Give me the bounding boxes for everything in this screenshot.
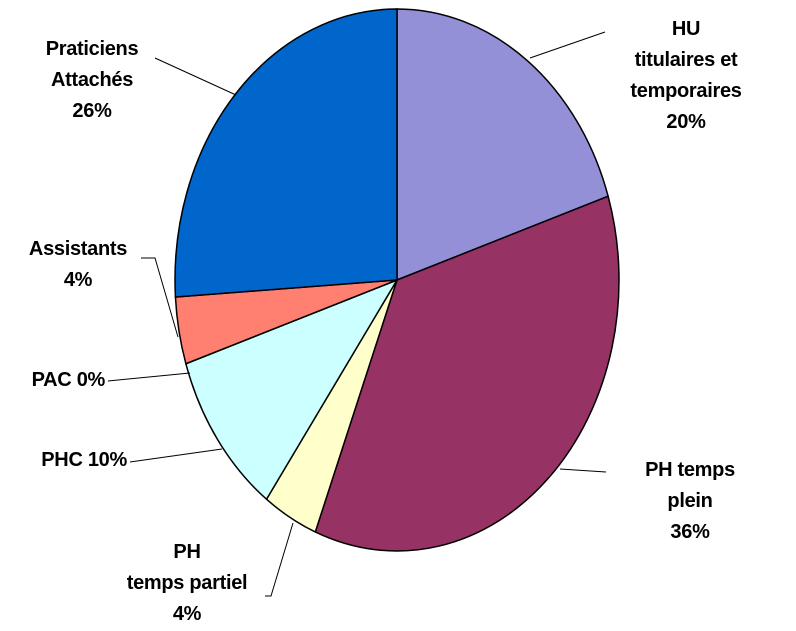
leader-line bbox=[265, 522, 294, 597]
category-name: PH temps plein bbox=[645, 459, 735, 512]
leader-line bbox=[107, 372, 191, 382]
leader-line bbox=[129, 448, 223, 463]
value-label: 10% bbox=[87, 449, 127, 471]
value-label: 0% bbox=[76, 369, 106, 391]
value-label: 36% bbox=[670, 521, 710, 543]
value-label: 20% bbox=[666, 111, 706, 133]
leader-line bbox=[141, 257, 179, 338]
leader-line bbox=[154, 57, 237, 96]
value-label: 26% bbox=[72, 100, 112, 122]
slice-label: PH temps partiel 4% bbox=[127, 537, 248, 630]
category-name: Praticiens Attachés bbox=[45, 38, 139, 91]
slice-label: PH temps plein 36% bbox=[637, 455, 743, 548]
category-name: Assistants bbox=[28, 238, 128, 260]
category-name: PHC bbox=[41, 449, 83, 471]
category-name: HU titulaires et temporaires bbox=[630, 18, 742, 102]
pie-slice bbox=[174, 8, 398, 298]
slice-label: HU titulaires et temporaires 20% bbox=[630, 14, 742, 138]
leader-line bbox=[559, 468, 607, 473]
pie-slice bbox=[184, 278, 399, 501]
category-name: PH temps partiel bbox=[126, 541, 248, 594]
value-label: 4% bbox=[63, 269, 93, 291]
slice-label: PHC 10% bbox=[41, 445, 127, 476]
pie-slice bbox=[314, 195, 620, 552]
category-name: PAC bbox=[31, 369, 72, 391]
slice-label: Assistants 4% bbox=[29, 234, 127, 296]
value-label: 4% bbox=[172, 603, 202, 625]
pie-slice bbox=[396, 8, 610, 282]
slice-label: Praticiens Attachés 26% bbox=[46, 34, 139, 127]
leader-line bbox=[529, 31, 606, 59]
slice-label: PAC 0% bbox=[31, 365, 106, 396]
